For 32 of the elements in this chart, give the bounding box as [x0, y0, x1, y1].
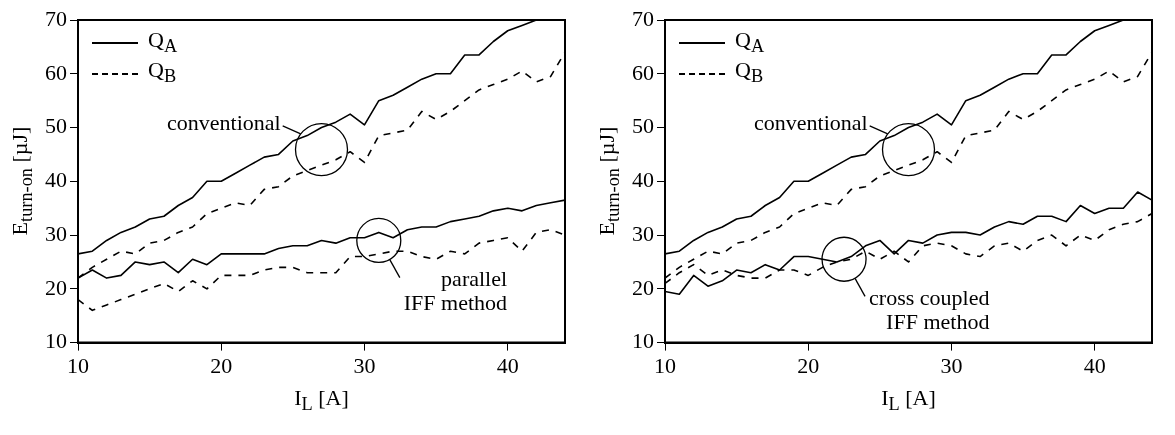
y-tick-label: 40 [632, 167, 654, 193]
x-tick-label: 20 [210, 352, 233, 378]
y-tick-label: 20 [632, 274, 654, 300]
annotation: conventional [754, 109, 868, 135]
x-axis-title: I$_{L}$ [A] [881, 384, 936, 415]
x-tick-label: 30 [353, 352, 376, 378]
legend-label: Q$_{A}$ [735, 27, 765, 59]
x-tick-label: 10 [654, 352, 676, 378]
x-tick-label: 30 [940, 352, 963, 378]
y-tick-label: 10 [45, 328, 67, 354]
y-tick-label: 50 [45, 113, 67, 139]
y-tick-label: 50 [632, 113, 654, 139]
annotation: conventional [167, 109, 281, 135]
y-tick-label: 30 [632, 220, 654, 246]
y-tick-label: 10 [632, 328, 654, 354]
x-tick-label: 10 [67, 352, 89, 378]
annotation: cross coupled IFF method [869, 285, 990, 335]
y-tick-label: 70 [632, 5, 654, 31]
y-tick-label: 60 [632, 59, 654, 85]
y-tick-label: 20 [45, 274, 67, 300]
legend-label: Q$_{A}$ [148, 27, 178, 59]
y-tick-label: 60 [45, 59, 67, 85]
y-tick-label: 30 [45, 220, 67, 246]
y-tick-label: 70 [45, 5, 67, 31]
x-tick-label: 40 [496, 352, 519, 378]
y-tick-label: 40 [45, 167, 67, 193]
annotation: parallel IFF method [403, 266, 508, 316]
legend-label: Q$_{B}$ [148, 57, 177, 89]
x-tick-label: 40 [1083, 352, 1106, 378]
x-axis-title: I$_{L}$ [A] [294, 384, 349, 415]
x-tick-label: 20 [797, 352, 820, 378]
legend-label: Q$_{B}$ [735, 57, 764, 89]
